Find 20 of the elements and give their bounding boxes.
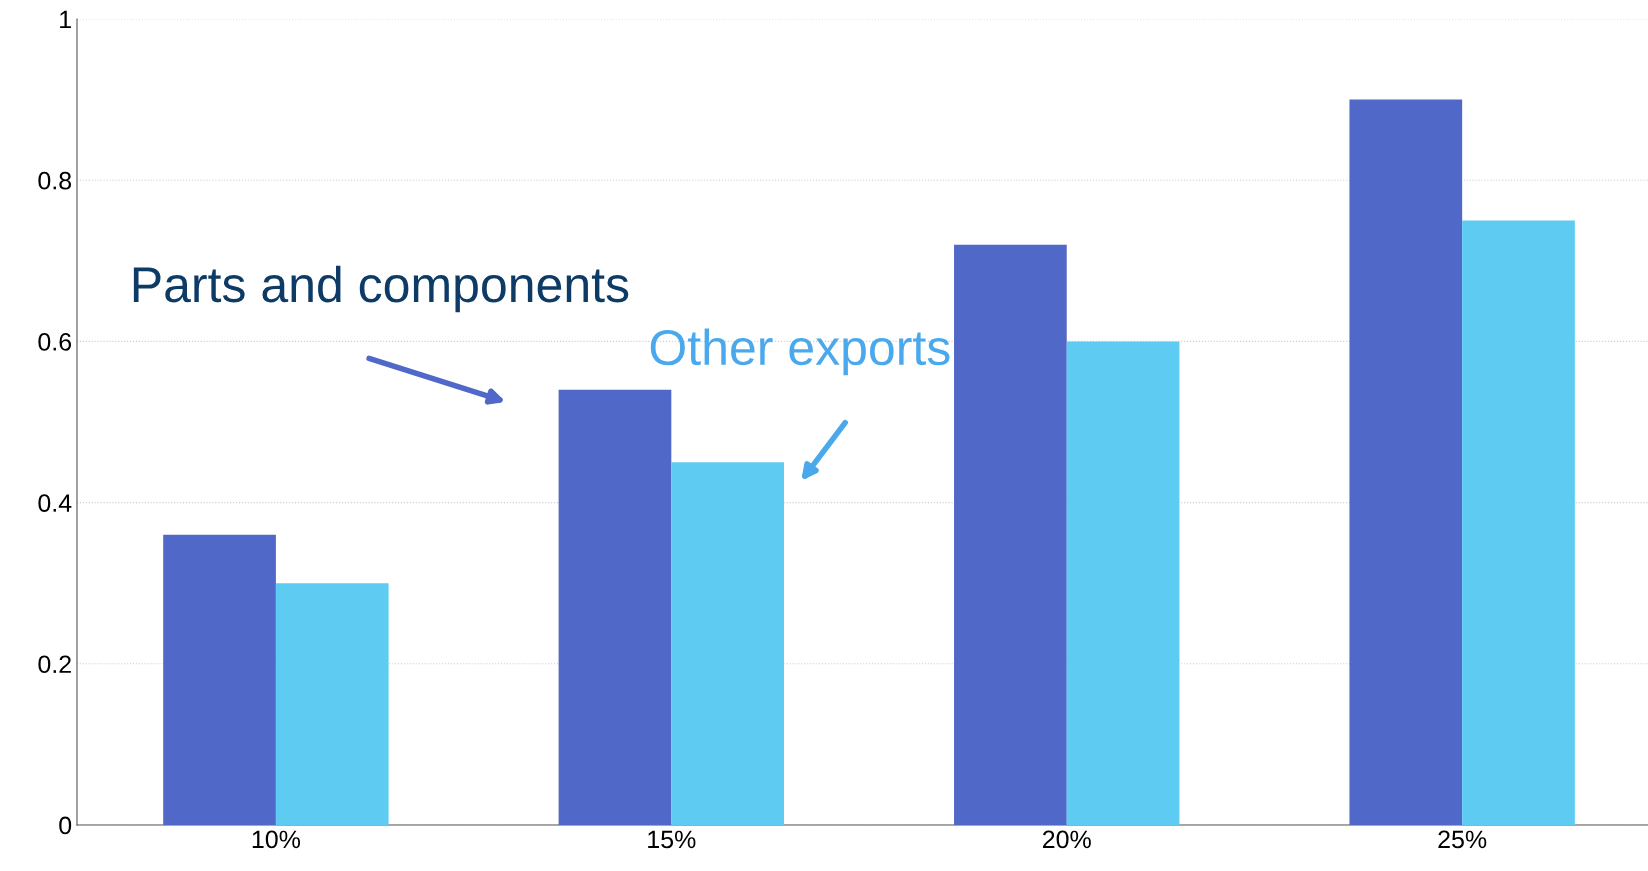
bar bbox=[275, 583, 389, 825]
bar bbox=[954, 244, 1067, 825]
y-tick-label: 0.8 bbox=[38, 171, 72, 190]
y-tick-label: 0.2 bbox=[38, 655, 71, 674]
y-tick-label: 1 bbox=[60, 10, 71, 29]
bar bbox=[1462, 220, 1575, 825]
bar bbox=[558, 389, 672, 825]
y-tick-label: 0.4 bbox=[38, 494, 72, 512]
x-tick-label: 15% bbox=[648, 830, 696, 849]
y-tick-label: 0.6 bbox=[38, 333, 72, 351]
series-label: Other exports bbox=[650, 328, 950, 376]
series-label: Parts and components bbox=[133, 265, 629, 313]
bar bbox=[671, 462, 785, 825]
bar bbox=[1349, 99, 1463, 825]
bar bbox=[1066, 341, 1180, 825]
bar bbox=[163, 534, 276, 825]
x-tick-label: 20% bbox=[1042, 830, 1091, 849]
y-tick-label: 0 bbox=[59, 816, 72, 835]
x-tick-label: 25% bbox=[1438, 830, 1487, 849]
x-tick-label: 10% bbox=[252, 830, 301, 849]
